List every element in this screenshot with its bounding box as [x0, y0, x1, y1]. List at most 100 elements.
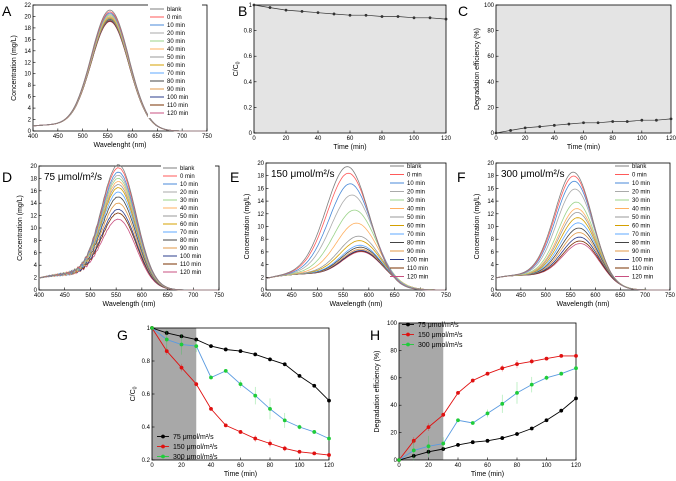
- x-tick-label: 700: [188, 293, 199, 299]
- light-intensity-label: 150 μmol/m²/s: [271, 169, 335, 180]
- x-tick-label: 450: [60, 293, 71, 299]
- data-point: [485, 411, 490, 416]
- y-tick-label: 14: [24, 49, 31, 55]
- x-tick-label: 40: [315, 136, 322, 142]
- data-point: [544, 356, 549, 361]
- y-tick-label: 0: [249, 131, 253, 137]
- chart-e: 400 450 500 550 600 650 700 750 0 2 4 6 8 10 12 14 16 18 2…: [244, 161, 452, 308]
- legend-entry: 30 min: [407, 198, 425, 204]
- y-tick-label: 4: [491, 263, 495, 269]
- chart-d: 400 450 500 550 600 650 700 750 0 2 4 6 8 10 12 14 16 18 2…: [17, 163, 225, 308]
- data-point: [252, 3, 256, 7]
- y-tick-label: 4: [34, 263, 38, 269]
- y-tick-label: 100: [484, 3, 495, 9]
- legend-entry: 70 min: [632, 232, 650, 238]
- y-tick-label: 60: [390, 376, 397, 382]
- y-tick-label: 100: [387, 321, 398, 327]
- legend-entry: 100 min: [407, 258, 428, 264]
- legend-entry: 75 μmol/m²/s: [173, 434, 214, 441]
- panel-label-g: G: [117, 327, 128, 343]
- y-tick-label: 0.2: [244, 105, 253, 111]
- data-point: [150, 326, 154, 330]
- x-tick-label: 550: [111, 293, 122, 299]
- data-point: [412, 16, 416, 20]
- data-point: [209, 344, 213, 349]
- y-tick-label: 4: [28, 106, 32, 112]
- legend-entry: 150 μmol/m²/s: [418, 332, 463, 339]
- legend-entry: 10 min: [180, 182, 198, 188]
- data-point: [316, 11, 320, 15]
- data-point: [312, 430, 317, 434]
- legend-bg: [148, 4, 202, 118]
- legend-entry: 50 min: [407, 215, 425, 221]
- legend-entry: 110 min: [167, 103, 188, 109]
- y-tick-label: 0: [28, 129, 32, 135]
- y-axis-label-sub: 0: [236, 61, 242, 64]
- legend-marker: [406, 322, 410, 327]
- legend-marker: [161, 454, 165, 459]
- data-point: [470, 378, 475, 383]
- y-tick-label: 14: [30, 201, 37, 207]
- data-point: [268, 441, 272, 446]
- legend-marker: [161, 444, 165, 449]
- x-tick-label: 400: [34, 293, 45, 299]
- y-tick-label: 14: [487, 199, 494, 205]
- x-tick-label: 120: [571, 463, 582, 469]
- data-point: [567, 122, 571, 126]
- data-point: [500, 436, 505, 440]
- y-tick-label: 0.8: [244, 29, 253, 35]
- data-point: [380, 15, 384, 18]
- legend-h: 75 μmol/m²/s 150 μmol/m²/s 300 μmol/m²/s: [402, 322, 463, 349]
- y-tick-label: 0.4: [244, 80, 253, 86]
- legend-marker: [161, 434, 165, 439]
- data-point: [509, 129, 512, 132]
- data-point: [238, 349, 243, 353]
- data-point: [327, 453, 331, 457]
- x-tick-label: 700: [177, 134, 188, 140]
- data-point: [297, 449, 302, 454]
- panel-label-e: E: [230, 169, 239, 185]
- x-tick-label: 100: [294, 463, 305, 469]
- dark-period-shade-h: [399, 323, 444, 460]
- y-tick-label: 12: [24, 60, 31, 66]
- data-point: [500, 366, 505, 371]
- y-tick-label: 18: [24, 26, 31, 32]
- legend-bg: [161, 163, 215, 277]
- legend-entry: blank: [167, 7, 182, 13]
- legend-entry: 20 min: [632, 190, 650, 196]
- data-point: [538, 125, 542, 128]
- data-point: [428, 16, 432, 20]
- legend-entry: 0 min: [632, 173, 647, 179]
- y-tick-label: 20: [390, 431, 397, 437]
- data-point: [312, 451, 317, 456]
- data-point: [456, 418, 460, 423]
- x-tick-label: 600: [590, 293, 601, 299]
- x-tick-label: 550: [103, 134, 114, 140]
- y-axis-label: Concentration (mg/L): [244, 194, 251, 260]
- x-tick-label: 120: [666, 136, 676, 142]
- legend-entry: blank: [407, 164, 422, 170]
- x-tick-label: 500: [541, 293, 552, 299]
- legend-entry: 90 min: [407, 249, 425, 255]
- x-tick-label: 80: [609, 136, 616, 142]
- y-tick-label: 10: [487, 225, 494, 231]
- data-point: [426, 444, 431, 449]
- data-point: [529, 426, 534, 431]
- x-tick-label: 0: [494, 136, 498, 142]
- x-tick-label: 20: [178, 463, 185, 469]
- series-0: [150, 326, 331, 403]
- y-tick-label: 12: [30, 214, 37, 220]
- series-2: [150, 326, 331, 441]
- y-tick-label: 6: [28, 95, 32, 101]
- legend-entry: 0 min: [167, 15, 182, 21]
- y-tick-label: 18: [257, 174, 264, 180]
- data-point: [470, 440, 475, 445]
- legend-a: blank 0 min 10 min 20 min 30 min 40 min 50 min…: [148, 4, 202, 118]
- data-point: [574, 366, 578, 371]
- y-tick-label: 10: [24, 72, 31, 78]
- y-tick-label: 40: [487, 80, 494, 86]
- data-point: [282, 362, 287, 367]
- x-tick-label: 500: [312, 293, 323, 299]
- y-tick-label: 6: [34, 251, 38, 257]
